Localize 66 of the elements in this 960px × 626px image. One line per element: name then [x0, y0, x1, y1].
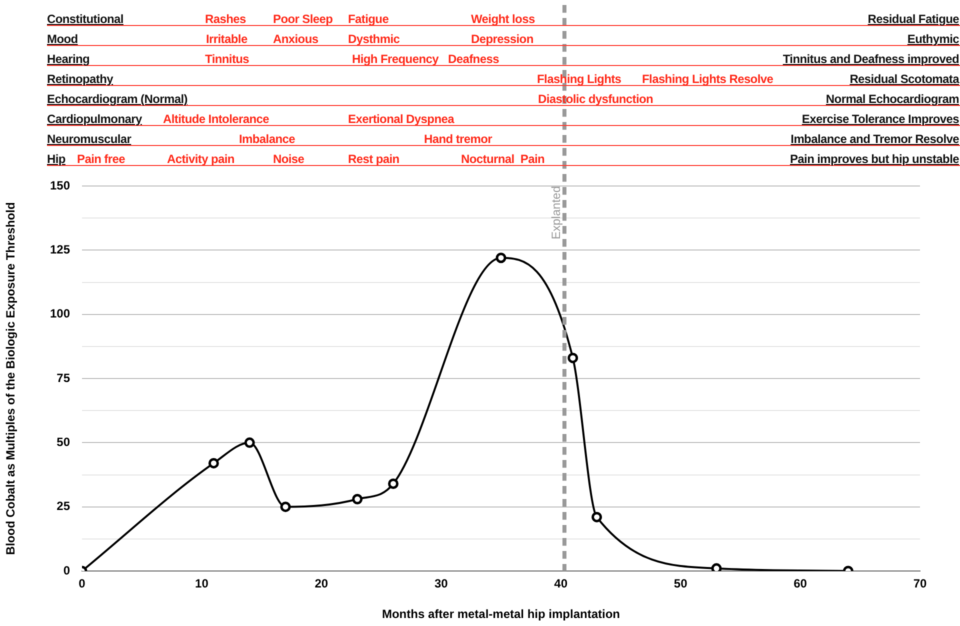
y-tick-label: 0 [63, 563, 70, 578]
x-tick-label: 60 [794, 576, 808, 591]
text: Tinnitus and Deafness improved [782, 52, 959, 66]
text: Hand tremor [424, 132, 492, 146]
text: Poor Sleep [273, 12, 333, 26]
point [711, 563, 722, 571]
y-tick-label: 25 [56, 499, 70, 514]
text: Residual Fatigue [868, 12, 959, 26]
y-tick-label: 100 [50, 306, 70, 321]
x-tick-label: 40 [554, 576, 568, 591]
text: Dysthmic [348, 32, 400, 46]
text: Rest pain [348, 152, 400, 166]
text: Weight loss [471, 12, 535, 26]
x-tick-label: 10 [195, 576, 209, 591]
text: Neuromuscular [47, 132, 132, 146]
text: Retinopathy [47, 72, 114, 86]
text: Hip [47, 152, 66, 166]
text: Residual Scotomata [850, 72, 959, 86]
text: Fatigue [348, 12, 389, 26]
text: Rashes [205, 12, 246, 26]
text: Euthymic [907, 32, 959, 46]
y-tick-label: 150 [50, 178, 70, 192]
text: Hearing [47, 52, 90, 66]
point [496, 252, 506, 264]
text: Mood [47, 32, 78, 46]
x-tick-label: 50 [674, 576, 688, 591]
text: Pain improves but hip unstable [790, 152, 959, 166]
point [280, 502, 291, 512]
text: Deafness [448, 52, 499, 66]
x-tick-label: 30 [434, 576, 448, 591]
point [388, 478, 399, 489]
text: Cardiopulmonary [47, 112, 142, 126]
text: Constitutional [47, 12, 124, 26]
text: Flashing Lights [537, 72, 622, 86]
text: Normal Echocardiogram [826, 92, 959, 106]
point [244, 437, 255, 448]
text: Altitude Intolerance [163, 112, 270, 126]
x-tick-label: 0 [78, 576, 86, 591]
x-axis-title: Months after metal-metal hip implantation [382, 607, 620, 622]
point [568, 352, 578, 364]
text: Exercise Tolerance Improves [802, 112, 959, 126]
text: Tinnitus [205, 52, 250, 66]
y-tick-label: 75 [56, 370, 70, 385]
text: Depression [471, 32, 534, 46]
text: Activity pain [167, 152, 234, 166]
x-tick-label: 70 [913, 576, 927, 591]
ref-line-label: Explanted [548, 186, 563, 240]
text: Imbalance [239, 132, 295, 146]
point [592, 512, 602, 522]
text: Pain free [77, 152, 125, 166]
text: Exertional Dyspnea [348, 112, 454, 126]
text: Nocturnal Pain [461, 152, 545, 166]
text: High Frequency [352, 52, 438, 66]
text: Anxious [273, 32, 318, 46]
y-tick-label: 50 [56, 434, 70, 449]
point [352, 494, 363, 504]
text: Flashing Lights Resolve [642, 72, 774, 86]
point [208, 458, 219, 468]
text: Noise [273, 152, 304, 166]
x-tick-label: 20 [314, 576, 328, 591]
text: Imbalance and Tremor Resolve [790, 132, 959, 146]
y-tick-label: 125 [50, 242, 70, 256]
y-axis-title: Blood Cobalt as Multiples of the Biologic Exposure Threshold [4, 202, 18, 555]
text: Irritable [206, 32, 248, 46]
text: Echocardiogram (Normal) [47, 92, 188, 106]
text: Diastolic dysfunction [538, 92, 654, 106]
